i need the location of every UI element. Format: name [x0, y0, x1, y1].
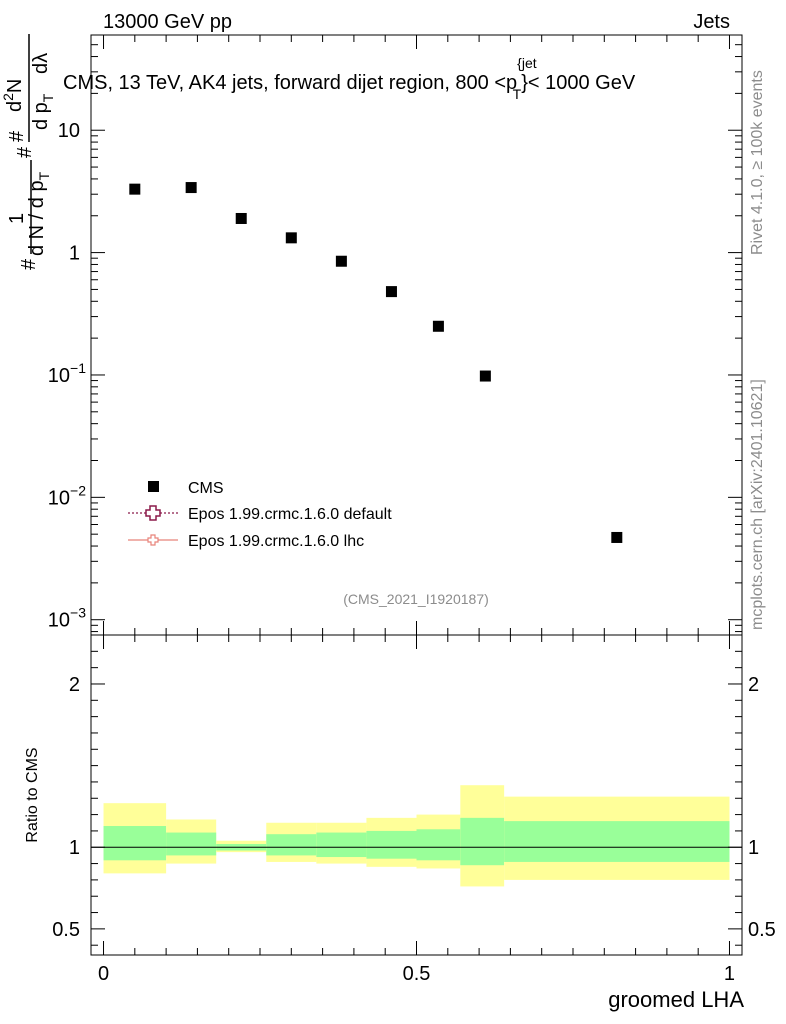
main-y-tick-label-3: 1: [69, 243, 80, 265]
axis-tick-labels: 10−3 10−2 10−1 1 10 0 0.5 1 0.5 0.5 1 1 2 2: [48, 120, 776, 985]
ratio-y-tick-label-left-1: 1: [69, 837, 80, 859]
plot-title: CMS, 13 TeV, AK4 jets, forward dijet reg…: [63, 55, 636, 102]
header-left: 13000 GeV pp: [103, 11, 232, 33]
main-y-tick-label-4: 10: [58, 120, 80, 142]
ratio-plot-frame: [90, 634, 743, 956]
y-axis-label: # 1 d N / d pT # # d2N d pT dλ: [0, 34, 56, 270]
rivet-version-label: Rivet 4.1.0, ≥ 100k events: [749, 70, 766, 255]
cms-point-7: [479, 370, 491, 382]
axis-ticks: [91, 34, 742, 955]
x-tick-label-1: 0.5: [403, 963, 431, 985]
legend-marker-epos-default: [145, 505, 161, 521]
band-inner-3: [266, 834, 317, 856]
ratio-y-axis-label: Ratio to CMS: [24, 747, 41, 842]
ratio-y-tick-label-left-0: 0.5: [52, 919, 80, 941]
y-label-hash-2: #: [14, 146, 36, 158]
legend-marker-epos-lhc: [147, 534, 159, 546]
cms-point-1: [185, 182, 197, 194]
legend-marker-cms: [148, 481, 159, 492]
cms-point-4: [335, 255, 347, 267]
x-axis-label: groomed LHA: [608, 987, 744, 1012]
y-label-dn-dpt: d N / d pT: [26, 171, 52, 256]
cms-point-2: [235, 212, 247, 224]
band-inner-6: [416, 829, 461, 861]
band-inner-7: [460, 817, 505, 866]
main-y-tick-label-1: 10−2: [48, 482, 86, 509]
main-y-tick-label-0: 10−3: [48, 605, 86, 632]
ratio-y-tick-label-right-2: 2: [748, 674, 759, 696]
y-label-hash-1: #: [18, 258, 40, 270]
legend: CMS Epos 1.99.crmc.1.6.0 default Epos 1.…: [128, 480, 392, 550]
cms-point-5: [385, 286, 397, 298]
y-label-d2n: d2N: [0, 79, 26, 112]
y-label-one: 1: [6, 213, 28, 224]
cms-point-8: [611, 531, 623, 543]
cms-point-3: [285, 232, 297, 244]
ratio-y-tick-label-right-0: 0.5: [748, 919, 776, 941]
cms-data-points: [129, 182, 623, 543]
main-y-tick-label-2: 10−1: [48, 360, 86, 387]
legend-label-epos-lhc: Epos 1.99.crmc.1.6.0 lhc: [188, 533, 364, 550]
header-right: Jets: [693, 11, 730, 33]
cms-point-0: [129, 183, 141, 195]
legend-label-cms: CMS: [188, 480, 224, 497]
mcplots-label: mcplots.cern.ch [arXiv:2401.10621]: [749, 379, 766, 630]
band-inner-1: [166, 832, 217, 856]
band-inner-0: [103, 826, 167, 861]
band-inner-4: [316, 832, 367, 858]
x-tick-label-2: 1: [724, 963, 735, 985]
ratio-y-tick-label-left-2: 2: [69, 674, 80, 696]
band-inner-8: [504, 821, 730, 862]
y-label-dp: d pT: [30, 93, 56, 130]
cms-point-6: [432, 320, 444, 332]
analysis-id: (CMS_2021_I1920187): [343, 591, 489, 607]
legend-label-epos-default: Epos 1.99.crmc.1.6.0 default: [188, 506, 392, 523]
y-label-hash-3: #: [6, 130, 28, 142]
ratio-y-tick-label-right-1: 1: [748, 837, 759, 859]
band-inner-5: [366, 830, 417, 859]
ratio-bands: [103, 785, 730, 887]
x-tick-label-0: 0: [98, 963, 109, 985]
y-label-dlambda: dλ: [30, 53, 52, 74]
